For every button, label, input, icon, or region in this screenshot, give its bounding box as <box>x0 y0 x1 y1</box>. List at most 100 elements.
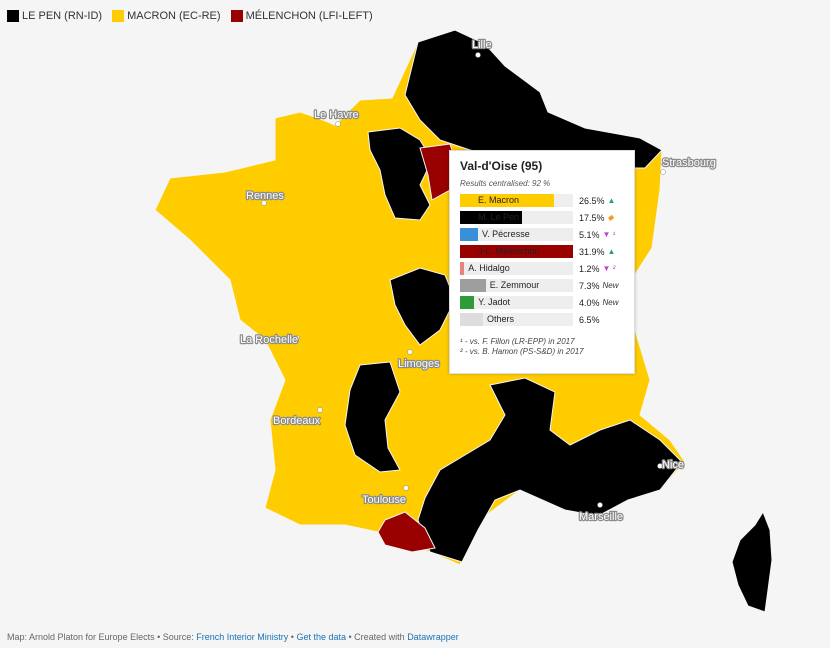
city-limoges: Limoges <box>397 349 441 371</box>
city-label: Lille <box>472 39 492 51</box>
city-la-rochelle: La Rochelle <box>239 333 300 347</box>
candidate-percent: 1.2% <box>579 263 600 274</box>
map-footer: Map: Arnold Platon for Europe Elects • S… <box>7 632 459 642</box>
result-bar <box>460 245 573 258</box>
city-dot <box>475 52 481 58</box>
city-dot <box>407 349 413 355</box>
region-melenchon-ariege[interactable] <box>377 511 436 553</box>
city-label: Bordeaux <box>273 415 321 427</box>
change-indicator: New <box>602 298 619 307</box>
footer-separator: • <box>288 632 297 642</box>
region-lepen-northeast[interactable] <box>404 29 663 177</box>
tooltip-title: Val-d'Oise (95) <box>460 159 543 173</box>
candidate-name: Y. Jadot <box>478 297 510 307</box>
city-marseille: Marseille <box>578 502 624 524</box>
result-row: E. Zemmour 7.3% New <box>460 277 624 294</box>
legend-label: LE PEN (RN-ID) <box>22 10 103 22</box>
result-bar <box>460 262 465 275</box>
get-data-link[interactable]: Get the data <box>296 632 346 642</box>
city-label: Le Havre <box>314 109 359 121</box>
result-bar-track: Y. Jadot <box>460 296 573 309</box>
city-lille: Lille <box>471 38 493 58</box>
region-lepen-southeast[interactable] <box>417 377 683 563</box>
result-bar <box>460 313 483 326</box>
result-bar-track: J-L. Mélenchon <box>460 245 573 258</box>
change-indicator: New <box>602 281 619 290</box>
result-bar <box>460 211 522 224</box>
result-bar-track: E. Zemmour <box>460 279 573 292</box>
result-bar-track: A. Hidalgo <box>460 262 573 275</box>
candidate-name: Others <box>486 314 514 324</box>
footer-credit: Map: Arnold Platon for Europe Elects • S… <box>7 632 197 642</box>
legend-label: MÉLENCHON (LFI-LEFT) <box>245 10 373 22</box>
legend-item-macron: MACRON (EC-RE) <box>112 10 221 22</box>
result-bar <box>460 228 478 241</box>
city-label: Marseille <box>579 511 623 523</box>
result-bar-track: M. Le Pen <box>460 211 573 224</box>
legend-swatch <box>7 10 19 22</box>
tooltip-notes: ¹ - vs. F. Fillon (LR-EPP) in 2017 ² - v… <box>460 337 624 357</box>
map-legend: LE PEN (RN-ID) MACRON (EC-RE) MÉLENCHON … <box>7 10 373 22</box>
city-dot <box>335 121 341 127</box>
candidate-name: A. Hidalgo <box>468 263 510 273</box>
candidate-percent: 5.1% <box>579 229 600 240</box>
city-rennes: Rennes <box>245 189 286 206</box>
city-label: Rennes <box>246 190 284 202</box>
department-tooltip: Val-d'Oise (95) Results centralised: 92 … <box>449 150 635 374</box>
result-row: Y. Jadot 4.0% New <box>460 294 624 311</box>
candidate-percent: 4.0% <box>579 297 600 308</box>
source-link[interactable]: French Interior Ministry <box>196 632 289 642</box>
city-dot <box>261 200 267 206</box>
legend-swatch <box>230 10 243 22</box>
city-bordeaux: Bordeaux <box>272 407 323 428</box>
tooltip-note: ¹ - vs. F. Fillon (LR-EPP) in 2017 <box>460 337 575 346</box>
legend-item-melenchon: MÉLENCHON (LFI-LEFT) <box>230 10 373 22</box>
result-bar <box>460 279 486 292</box>
result-bar-track: V. Pécresse <box>460 228 573 241</box>
result-row: M. Le Pen 17.5% ◆ <box>460 209 624 226</box>
tooltip-subtitle: Results centralised: 92 % <box>460 179 551 188</box>
candidate-percent: 26.5% <box>579 195 605 206</box>
region-lepen-normandy[interactable] <box>367 127 433 221</box>
datawrapper-link[interactable]: Datawrapper <box>407 632 459 642</box>
city-dot <box>403 485 409 491</box>
result-row: V. Pécresse 5.1% ▼ ¹ <box>460 226 624 243</box>
change-indicator: ▼ ¹ <box>602 230 616 239</box>
city-dot <box>660 169 666 175</box>
result-row: Others 6.5% <box>460 311 624 328</box>
change-indicator: ▲ <box>607 247 616 256</box>
result-row: E. Macron 26.5% ▲ <box>460 192 624 209</box>
city-dot <box>294 335 300 341</box>
city-label: Nice <box>662 459 684 471</box>
city-strasbourg: Strasbourg <box>660 156 717 175</box>
city-label: Toulouse <box>362 494 406 506</box>
result-bar-track: Others <box>460 313 573 326</box>
legend-label: MACRON (EC-RE) <box>127 10 221 22</box>
tooltip-note: ² - vs. B. Hamon (PS-S&D) in 2017 <box>460 347 584 356</box>
change-indicator: ▼ ² <box>602 264 616 273</box>
result-bar <box>460 194 554 207</box>
city-label: La Rochelle <box>240 334 298 346</box>
change-indicator: ◆ <box>607 213 614 222</box>
result-bar-track: E. Macron <box>460 194 573 207</box>
city-dot <box>657 463 663 469</box>
region-lepen-dordogne[interactable] <box>344 361 401 473</box>
candidate-percent: 31.9% <box>579 246 605 257</box>
result-row: A. Hidalgo 1.2% ▼ ² <box>460 260 624 277</box>
city-label: Limoges <box>398 358 440 370</box>
region-lepen-center[interactable] <box>389 267 456 346</box>
candidate-name: J-L. Mélenchon <box>478 246 540 256</box>
city-label: Strasbourg <box>662 157 716 169</box>
legend-item-lepen: LE PEN (RN-ID) <box>7 10 102 22</box>
candidate-percent: 17.5% <box>579 212 605 223</box>
tooltip-results: E. Macron 26.5% ▲ M. Le Pen 17.5% ◆ V. Pécress… <box>460 192 624 328</box>
corsica[interactable] <box>731 510 773 613</box>
candidate-percent: 6.5% <box>579 314 600 325</box>
candidate-name: E. Zemmour <box>489 280 540 290</box>
city-nice: Nice <box>657 458 685 472</box>
result-bar <box>460 296 475 309</box>
legend-swatch <box>112 10 125 22</box>
change-indicator: ▲ <box>607 196 616 205</box>
candidate-name: M. Le Pen <box>478 212 520 222</box>
